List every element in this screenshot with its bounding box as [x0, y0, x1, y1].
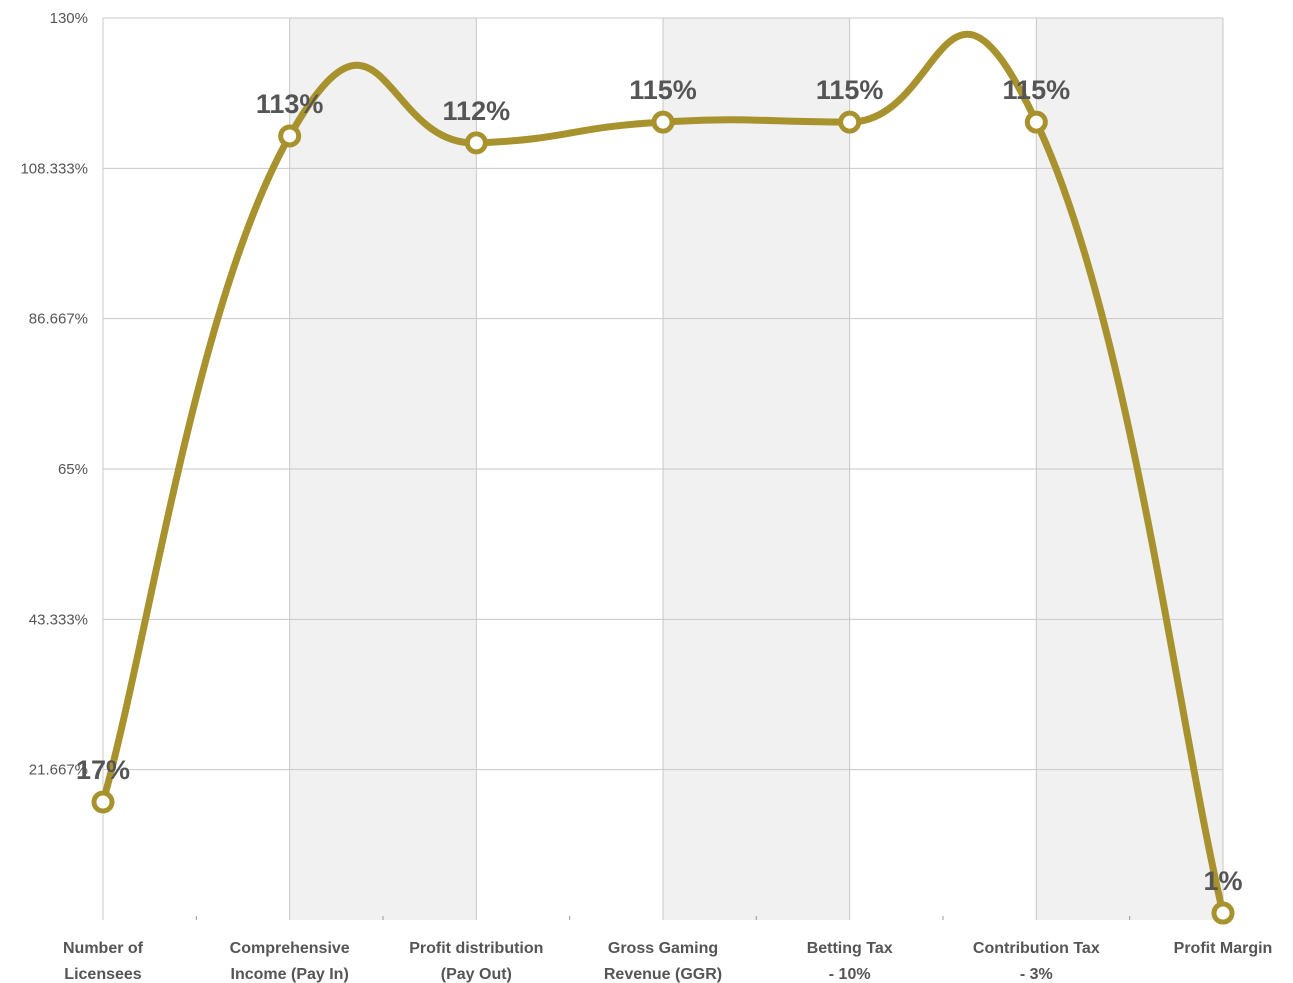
data-label: 112%	[443, 96, 511, 126]
x-tick-label: Comprehensive Income (Pay In)	[230, 940, 350, 983]
x-tick-label: Profit Margin	[1174, 940, 1273, 957]
x-axis-tick-labels: Number of Licensees Comprehensive Income (P…	[63, 940, 1272, 983]
data-points	[91, 110, 1235, 925]
x-tick-label: Profit distribution (Pay Out)	[409, 940, 543, 983]
data-point	[1211, 901, 1235, 925]
grid-lines	[102, 17, 1224, 920]
y-tick-label: 86.667%	[29, 311, 88, 328]
x-tick-label: Gross Gaming Revenue (GGR)	[604, 940, 722, 983]
x-tick-label: Contribution Tax - 3%	[973, 940, 1100, 983]
data-label: 115%	[629, 75, 697, 105]
data-label: 115%	[1003, 75, 1071, 105]
data-point	[838, 110, 862, 134]
data-point	[464, 131, 488, 155]
y-tick-label: 108.333%	[20, 160, 88, 177]
data-point	[91, 790, 115, 814]
data-label: 1%	[1203, 866, 1242, 896]
data-labels: 17% 113% 112% 115% 115% 115% 1%	[76, 75, 1243, 896]
y-axis-tick-labels: 130% 108.333% 86.667% 65% 43.333% 21.667%	[20, 10, 88, 779]
data-label: 113%	[256, 89, 324, 119]
data-point	[1024, 110, 1048, 134]
data-point	[651, 110, 675, 134]
y-tick-label: 130%	[50, 10, 88, 27]
data-label: 17%	[76, 755, 130, 785]
y-tick-label: 43.333%	[29, 611, 88, 628]
data-point	[278, 124, 302, 148]
x-tick-label: Betting Tax - 10%	[807, 940, 893, 983]
y-tick-label: 21.667%	[29, 762, 88, 779]
x-tick-label: Number of Licensees	[63, 940, 144, 983]
y-tick-label: 65%	[58, 461, 88, 478]
data-label: 115%	[816, 75, 884, 105]
